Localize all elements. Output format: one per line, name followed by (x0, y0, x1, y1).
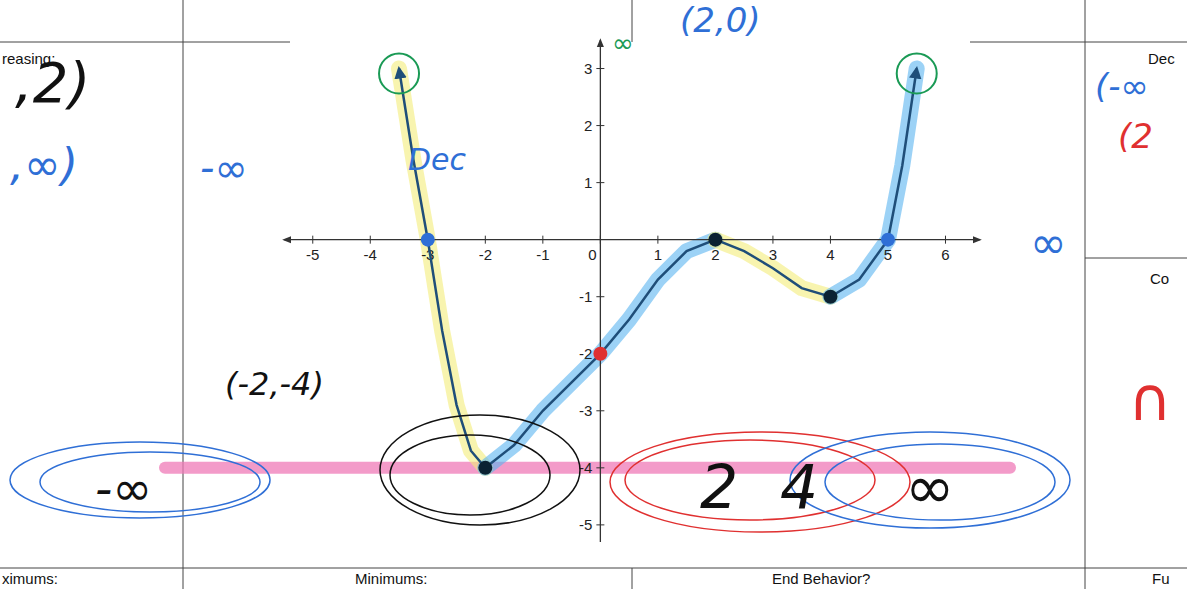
y-tick-label: -2 (579, 345, 592, 362)
table-lines (0, 0, 1187, 589)
pen-circles (10, 54, 1070, 532)
y-tick (596, 467, 604, 468)
y-tick-label: 3 (584, 60, 592, 77)
green-circle (897, 54, 937, 94)
y-tick-label: -4 (579, 459, 592, 476)
y-tick-label: -1 (579, 288, 592, 305)
pen-circle (10, 442, 270, 518)
key-point (421, 233, 435, 247)
handwriting: ∞ (905, 452, 955, 522)
handwriting: ∞ (612, 28, 634, 58)
x-axis (284, 239, 980, 240)
handwriting: (2,0) (680, 0, 761, 40)
worksheet-label: ximums: (2, 570, 58, 587)
handwriting: ,2) (15, 50, 90, 115)
handwriting: ∩ (1128, 364, 1172, 434)
x-tick (945, 236, 946, 244)
x-tick-label: 5 (884, 246, 892, 263)
x-tick-label: -4 (364, 246, 377, 263)
x-tick-label: 6 (941, 246, 949, 263)
x-tick-label: 0 (588, 246, 596, 263)
pen-circle (380, 415, 580, 525)
handwriting: -∞ (200, 145, 248, 191)
worksheet-label: End Behavior? (772, 570, 870, 587)
table-line (0, 42, 290, 43)
green-circle (379, 54, 419, 94)
y-tick (596, 125, 604, 126)
table-line (1085, 258, 1187, 259)
worksheet: -5-4-3-2-10123456-5-4-3-2-1123reasing:De… (0, 0, 1187, 589)
y-tick-label: -3 (579, 402, 592, 419)
worksheet-label: Minimums: (355, 570, 428, 587)
x-tick (312, 236, 313, 244)
pen-circle (610, 432, 910, 532)
key-point (823, 290, 837, 304)
handwriting: (-2,-4) (225, 365, 324, 403)
handwriting: (-∞ (1095, 66, 1149, 106)
pen-circle (625, 440, 875, 520)
axes: -5 -4 -3 -2 -1 0 1 2 3 4 5 6 -5 -4 -3 -2 -1 1 2 3 (284, 40, 980, 542)
x-tick (772, 236, 773, 244)
x-tick (600, 236, 601, 244)
increasing-highlight (830, 69, 916, 297)
x-tick (830, 236, 831, 244)
x-tick-label: 4 (826, 246, 834, 263)
x-tick-label: -2 (479, 246, 492, 263)
highlights (165, 69, 1010, 468)
table-line (183, 0, 184, 589)
y-tick-label: 1 (584, 174, 592, 191)
handwriting: 2 (700, 452, 738, 522)
x-tick (542, 236, 543, 244)
key-point (478, 461, 492, 475)
pen-circle (390, 435, 550, 515)
y-tick (596, 524, 604, 525)
x-tick-label: 3 (769, 246, 777, 263)
y-tick-label: -5 (579, 516, 592, 533)
x-tick-label: 2 (711, 246, 719, 263)
worksheet-label: Co (1150, 270, 1169, 287)
x-tick-label: 1 (654, 246, 662, 263)
worksheet-label: Fu (1152, 570, 1170, 587)
x-tick-label: -5 (306, 246, 319, 263)
function-curve (399, 69, 917, 468)
y-tick (596, 410, 604, 411)
handwriting: 4 (780, 452, 818, 522)
worksheet-label: Dec (1148, 50, 1175, 67)
table-line (1085, 0, 1086, 589)
table-line (0, 568, 1187, 569)
handwriting: -∞ (95, 460, 152, 516)
handwriting: ,∞) (10, 139, 78, 190)
key-point (881, 233, 895, 247)
y-tick (596, 182, 604, 183)
y-tick-label: 2 (584, 117, 592, 134)
handwriting: Dec (408, 142, 467, 177)
y-tick (596, 68, 604, 69)
handwriting: (2 (1118, 116, 1153, 156)
table-line (970, 42, 1187, 43)
x-tick (485, 236, 486, 244)
y-tick (596, 296, 604, 297)
x-tick (370, 236, 371, 244)
key-point (708, 233, 722, 247)
x-tick-label: -3 (421, 246, 434, 263)
table-line (632, 568, 633, 589)
key-point (593, 347, 607, 361)
y-axis (600, 40, 601, 542)
plot (399, 69, 917, 475)
pen-circle (790, 432, 1070, 528)
handwriting: ∞ (1030, 217, 1067, 268)
decreasing-highlight (399, 69, 485, 468)
x-tick-label: -1 (536, 246, 549, 263)
x-tick (657, 236, 658, 244)
